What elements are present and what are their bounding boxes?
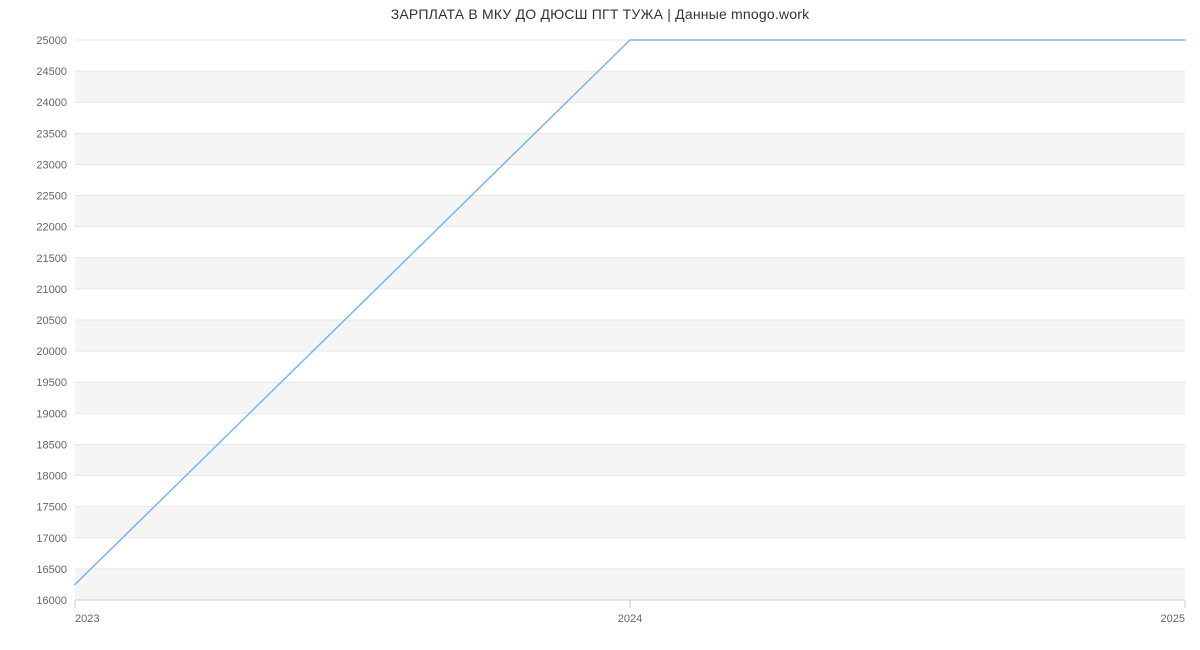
line-chart: 16000 16500 17000 17500 18000 18500 19000 19500… bbox=[0, 0, 1200, 650]
chart-container: ЗАРПЛАТА В МКУ ДО ДЮСШ ПГТ ТУЖА | Данные… bbox=[0, 0, 1200, 650]
y-tick-label: 18000 bbox=[36, 471, 67, 483]
y-tick-label: 23000 bbox=[36, 159, 67, 171]
plot-band bbox=[75, 133, 1185, 164]
y-tick-label: 21000 bbox=[36, 284, 67, 296]
plot-band bbox=[75, 569, 1185, 600]
plot-band bbox=[75, 444, 1185, 475]
plot-band bbox=[75, 476, 1185, 507]
y-tick-label: 25000 bbox=[36, 35, 67, 47]
y-tick-label: 21500 bbox=[36, 253, 67, 265]
x-tick-label: 2025 bbox=[1161, 613, 1185, 625]
y-tick-label: 20000 bbox=[36, 346, 67, 358]
plot-band bbox=[75, 351, 1185, 382]
plot-band bbox=[75, 382, 1185, 413]
y-tick-label: 17000 bbox=[36, 533, 67, 545]
x-tick-label: 2024 bbox=[618, 613, 642, 625]
y-tick-label: 22000 bbox=[36, 222, 67, 234]
y-tick-label: 16500 bbox=[36, 564, 67, 576]
y-tick-label: 24500 bbox=[36, 66, 67, 78]
plot-band bbox=[75, 196, 1185, 227]
y-tick-label: 18500 bbox=[36, 439, 67, 451]
y-tick-label: 19500 bbox=[36, 377, 67, 389]
y-tick-label: 16000 bbox=[36, 595, 67, 607]
y-tick-label: 19000 bbox=[36, 408, 67, 420]
y-tick-label: 17500 bbox=[36, 502, 67, 514]
plot-band bbox=[75, 164, 1185, 195]
y-tick-label: 23500 bbox=[36, 128, 67, 140]
plot-band bbox=[75, 40, 1185, 71]
plot-band bbox=[75, 258, 1185, 289]
x-tick-label: 2023 bbox=[75, 613, 99, 625]
plot-band bbox=[75, 320, 1185, 351]
plot-band bbox=[75, 227, 1185, 258]
y-tick-label: 20500 bbox=[36, 315, 67, 327]
y-tick-label: 22500 bbox=[36, 191, 67, 203]
plot-band bbox=[75, 413, 1185, 444]
y-tick-label: 24000 bbox=[36, 97, 67, 109]
plot-band bbox=[75, 71, 1185, 102]
plot-band bbox=[75, 102, 1185, 133]
plot-band bbox=[75, 538, 1185, 569]
plot-band bbox=[75, 289, 1185, 320]
plot-band bbox=[75, 507, 1185, 538]
